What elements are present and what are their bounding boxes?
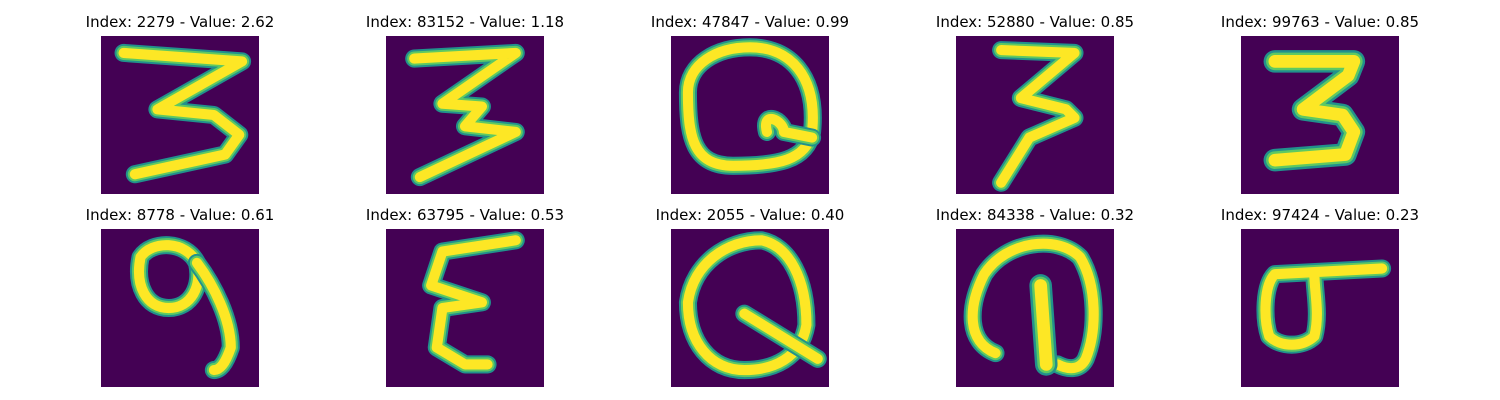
panel-title: Index: 63795 - Value: 0.53 xyxy=(365,206,565,224)
panel-title: Index: 83152 - Value: 1.18 xyxy=(365,13,565,31)
panel-title: Index: 97424 - Value: 0.23 xyxy=(1220,206,1420,224)
digit-image xyxy=(671,36,829,194)
digit-image xyxy=(101,229,259,387)
image-panel: Index: 2055 - Value: 0.40 xyxy=(630,205,870,390)
panel-title: Index: 2055 - Value: 0.40 xyxy=(655,206,845,224)
image-panel: Index: 8778 - Value: 0.61 xyxy=(60,205,300,390)
image-panel: Index: 99763 - Value: 0.85 xyxy=(1200,12,1440,197)
digit-image xyxy=(956,36,1114,194)
image-panel: Index: 47847 - Value: 0.99 xyxy=(630,12,870,197)
panel-title: Index: 99763 - Value: 0.85 xyxy=(1220,13,1420,31)
digit-image xyxy=(386,229,544,387)
image-panel: Index: 97424 - Value: 0.23 xyxy=(1200,205,1440,390)
image-panel: Index: 52880 - Value: 0.85 xyxy=(915,12,1155,197)
digit-image xyxy=(1241,229,1399,387)
image-panel: Index: 2279 - Value: 2.62 xyxy=(60,12,300,197)
digit-image xyxy=(956,229,1114,387)
panel-title: Index: 47847 - Value: 0.99 xyxy=(650,13,850,31)
panel-title: Index: 2279 - Value: 2.62 xyxy=(85,13,275,31)
panel-title: Index: 8778 - Value: 0.61 xyxy=(85,206,275,224)
panel-title: Index: 52880 - Value: 0.85 xyxy=(935,13,1135,31)
digit-image xyxy=(1241,36,1399,194)
image-panel: Index: 84338 - Value: 0.32 xyxy=(915,205,1155,390)
panel-title: Index: 84338 - Value: 0.32 xyxy=(935,206,1135,224)
digit-image xyxy=(101,36,259,194)
image-panel: Index: 83152 - Value: 1.18 xyxy=(345,12,585,197)
digit-image xyxy=(671,229,829,387)
digit-image xyxy=(386,36,544,194)
image-panel: Index: 63795 - Value: 0.53 xyxy=(345,205,585,390)
